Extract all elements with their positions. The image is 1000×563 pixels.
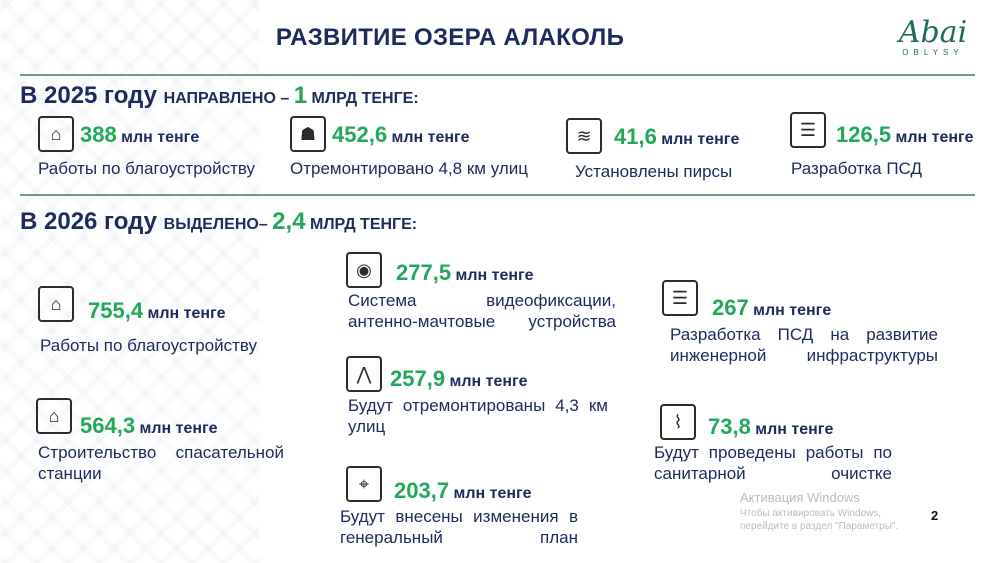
desc-2026-1: Работы по благоустройству <box>40 336 258 355</box>
background-ornament <box>0 0 260 563</box>
heading-2025: В 2025 году НАПРАВЛЕНО – 1 МЛРД ТЕНГЕ: <box>20 82 419 109</box>
heading-2026: В 2026 году ВЫДЕЛЕНО– 2,4 МЛРД ТЕНГЕ: <box>20 208 418 235</box>
page-title: РАЗВИТИЕ ОЗЕРА АЛАКОЛЬ <box>275 24 625 51</box>
desc-2026-6: Разработка ПСД на развитие инженерной ин… <box>670 325 938 365</box>
amount-2026-6: 267 млн тенге <box>712 295 832 320</box>
desc-2026-4: Будут отремонтированы 4,3 км улиц <box>348 396 608 436</box>
desc-2025-4: Разработка ПСД <box>791 159 922 178</box>
desc-2026-3: Система видеофиксации, антенно-мачтовые … <box>348 291 616 331</box>
windows-activation-text: Чтобы активировать Windows, перейдите в … <box>740 508 899 532</box>
amount-2026-4: 257,9 млн тенге <box>390 366 528 391</box>
document-icon: ☰ <box>662 280 698 316</box>
amount-2026-3: 277,5 млн тенге <box>396 260 534 285</box>
divider <box>20 194 975 196</box>
desc-2026-5: Будут внесены изменения в генеральный пл… <box>340 507 578 547</box>
amount-2026-5: 203,7 млн тенге <box>394 478 532 503</box>
desc-2025-1: Работы по благоустройству <box>38 159 256 178</box>
abai-oblysy-logo: Abai OBLYSY <box>898 15 968 58</box>
pier-icon: ≋ <box>566 118 602 154</box>
page-number: 2 <box>931 508 939 523</box>
divider <box>20 74 975 76</box>
desc-2026-7: Будут проведены работы по санитарной очи… <box>654 443 892 483</box>
landscaping-icon: ⌂ <box>38 286 74 322</box>
desc-2026-2: Строительство спасательной станции <box>38 443 284 483</box>
cleaning-icon: ⌇ <box>660 404 696 440</box>
landscaping-icon: ⌂ <box>38 116 74 152</box>
windows-activation-title: Активация Windows <box>740 490 860 505</box>
map-pin-icon: ⌖ <box>346 466 382 502</box>
desc-2025-2: Отремонтировано 4,8 км улиц <box>290 159 528 178</box>
amount-2025-1: 388 млн тенге <box>80 122 200 147</box>
amount-2026-2: 564,3 млн тенге <box>80 413 218 438</box>
road-worker-icon: ☗ <box>290 116 326 152</box>
amount-2025-4: 126,5 млн тенге <box>836 122 974 147</box>
document-icon: ☰ <box>790 112 826 148</box>
road-icon: ⋀ <box>346 356 382 392</box>
amount-2025-2: 452,6 млн тенге <box>332 122 470 147</box>
desc-2025-3: Установлены пирсы <box>575 162 733 181</box>
amount-2026-7: 73,8 млн тенге <box>708 414 834 439</box>
amount-2026-1: 755,4 млн тенге <box>88 298 226 323</box>
cctv-camera-icon: ◉ <box>346 252 382 288</box>
house-icon: ⌂ <box>36 398 72 434</box>
amount-2025-3: 41,6 млн тенге <box>614 124 740 149</box>
